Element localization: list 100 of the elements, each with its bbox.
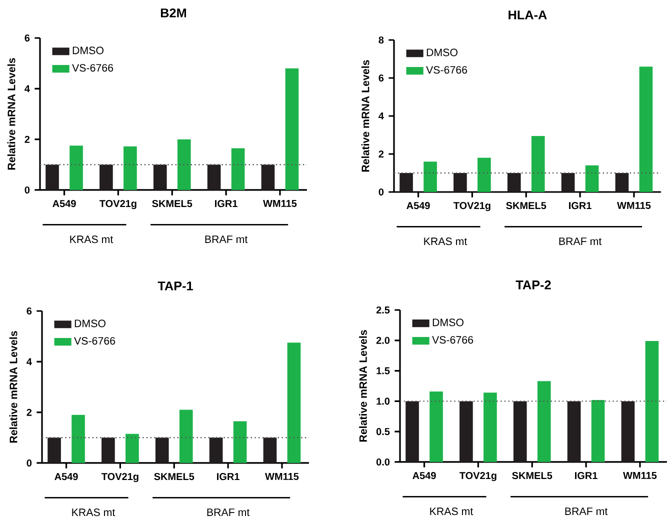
legend-label: DMSO bbox=[72, 46, 104, 54]
bar bbox=[621, 401, 635, 462]
text: BRAF mt bbox=[207, 508, 250, 516]
bar bbox=[70, 146, 83, 190]
y-tick-label: 8 bbox=[378, 36, 384, 44]
x-tick-label: TOV21g bbox=[100, 200, 136, 210]
x-tick-label: IGR1 bbox=[217, 473, 240, 480]
bar bbox=[102, 438, 115, 463]
bar bbox=[478, 158, 491, 192]
x-tick-label: WM115 bbox=[623, 472, 657, 480]
y-tick-label: 0 bbox=[26, 459, 32, 467]
y-axis-title: Relative mRNA Levels bbox=[7, 58, 16, 170]
chart-title: HLA-A bbox=[508, 10, 547, 20]
legend-label: VS-6766 bbox=[74, 337, 116, 345]
y-tick-label: 0 bbox=[24, 186, 30, 194]
x-tick-label: SKMEL5 bbox=[512, 472, 552, 480]
bar bbox=[561, 172, 575, 192]
y-tick-label: 0.0 bbox=[376, 458, 390, 466]
bar bbox=[48, 438, 61, 463]
bar bbox=[233, 421, 247, 463]
y-tick-label: 2.5 bbox=[376, 306, 390, 314]
x-tick-label: WM115 bbox=[265, 473, 299, 480]
bar bbox=[406, 401, 419, 462]
y-tick-label: 2 bbox=[24, 136, 30, 143]
legend-label: DMSO bbox=[426, 48, 458, 56]
bar bbox=[567, 401, 581, 462]
bar bbox=[155, 438, 169, 463]
bar bbox=[207, 164, 221, 190]
y-tick-label: 0.5 bbox=[376, 428, 390, 436]
bar bbox=[507, 172, 521, 192]
bar bbox=[100, 164, 113, 190]
bar bbox=[484, 392, 497, 462]
text: BRAF mt bbox=[559, 238, 602, 246]
x-tick-label: WM115 bbox=[263, 200, 297, 208]
text: KRAS mt bbox=[424, 238, 468, 246]
chart-title: TAP-2 bbox=[516, 280, 551, 290]
bar bbox=[585, 165, 599, 192]
y-tick-label: 6 bbox=[378, 74, 384, 82]
x-tick-label: IGR1 bbox=[215, 200, 238, 208]
text: BRAF mt bbox=[565, 508, 608, 516]
x-tick-label: IGR1 bbox=[575, 472, 598, 480]
y-tick-label: 6 bbox=[26, 307, 32, 315]
bar bbox=[287, 342, 301, 463]
x-tick-label: TOV21g bbox=[102, 473, 138, 482]
bar bbox=[153, 164, 167, 190]
bar bbox=[285, 68, 299, 190]
x-tick-label: A549 bbox=[54, 473, 78, 480]
y-tick-label: 1.5 bbox=[376, 367, 390, 374]
y-tick-label: 2 bbox=[378, 150, 384, 158]
x-tick-label: SKMEL5 bbox=[154, 473, 194, 480]
bar bbox=[645, 340, 659, 462]
y-tick-label: 4 bbox=[24, 85, 30, 92]
y-tick-label: 6 bbox=[24, 34, 30, 42]
y-axis-title: Relative mRNA Levels bbox=[361, 60, 370, 172]
legend-label: VS-6766 bbox=[426, 66, 468, 74]
x-tick-label: TOV21g bbox=[453, 202, 490, 212]
x-tick-label: SKMEL5 bbox=[152, 200, 192, 208]
bar bbox=[400, 172, 413, 192]
bar bbox=[454, 172, 467, 192]
text: KRAS mt bbox=[430, 508, 474, 516]
chart-title: TAP-1 bbox=[158, 282, 193, 290]
bar bbox=[261, 164, 275, 190]
y-axis-title: Relative mRNA Levels bbox=[9, 331, 18, 443]
y-tick-label: 2.0 bbox=[376, 336, 390, 344]
bar bbox=[460, 401, 473, 462]
y-tick-label: 0 bbox=[378, 188, 384, 196]
x-tick-label: IGR1 bbox=[569, 202, 592, 210]
x-tick-label: A549 bbox=[52, 200, 76, 208]
legend-label: DMSO bbox=[432, 318, 464, 326]
bar bbox=[231, 148, 245, 190]
bar bbox=[615, 172, 629, 192]
text: KRAS mt bbox=[72, 508, 116, 516]
text: BRAF mt bbox=[205, 236, 248, 244]
legend-label: DMSO bbox=[74, 320, 106, 328]
bar bbox=[179, 410, 193, 463]
bar bbox=[424, 162, 437, 192]
bar bbox=[531, 136, 545, 192]
bar bbox=[513, 401, 527, 462]
chart-title: B2M bbox=[160, 8, 186, 18]
y-axis-title: Relative mRNA Levels bbox=[359, 330, 367, 442]
bar bbox=[72, 414, 85, 463]
bar bbox=[209, 438, 223, 463]
x-tick-label: WM115 bbox=[617, 202, 651, 210]
x-tick-label: TOV21g bbox=[459, 472, 496, 482]
bar bbox=[177, 139, 191, 190]
x-tick-label: A549 bbox=[406, 202, 430, 210]
y-tick-label: 4 bbox=[26, 358, 32, 366]
bar bbox=[46, 164, 59, 190]
bar bbox=[124, 146, 137, 190]
legend-label: VS-6766 bbox=[72, 64, 114, 72]
bar bbox=[263, 438, 277, 463]
bar bbox=[537, 381, 551, 462]
y-tick-label: 1.0 bbox=[376, 398, 390, 405]
bar bbox=[639, 66, 653, 192]
x-tick-label: A549 bbox=[412, 472, 436, 480]
x-tick-label: SKMEL5 bbox=[506, 202, 546, 210]
legend-label: VS-6766 bbox=[432, 336, 474, 344]
bar bbox=[591, 400, 605, 462]
y-tick-label: 2 bbox=[26, 408, 32, 416]
bar bbox=[126, 434, 139, 463]
